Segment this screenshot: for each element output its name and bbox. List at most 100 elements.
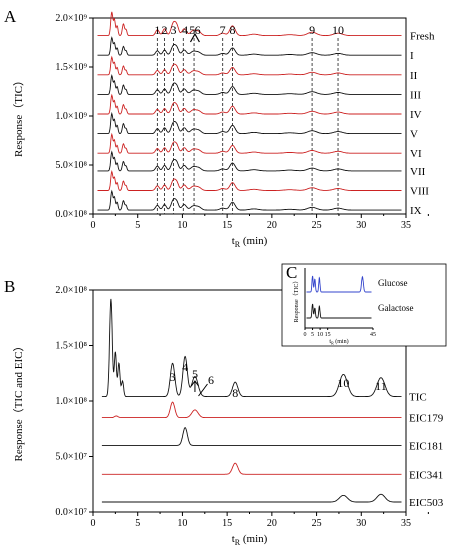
panel-a-peak-label: 1 <box>154 23 160 37</box>
panel-a-trace-iii <box>97 73 402 95</box>
panel-a-trace-iv <box>97 93 402 115</box>
panel-c-x-tick-label: 0 <box>304 332 307 338</box>
panel-b-peak-label: 11 <box>375 379 387 393</box>
panel-a-x-tick-label: 20 <box>267 220 277 231</box>
panel-b-trace-eic503 <box>101 493 402 503</box>
panel-a-series-label: III <box>410 89 421 101</box>
panel-b-trace-eic179 <box>101 401 402 419</box>
panel-a-peak-label: 2 <box>162 23 168 37</box>
panel-a-label: A <box>4 7 17 26</box>
panel-a-y-tick-label: 0.0×10⁸ <box>55 209 87 220</box>
panel-a-x-tick-label: 0 <box>91 220 96 231</box>
panel-a-peak-label: 3 <box>170 23 176 37</box>
panel-a-y-tick-label: 2.0×10⁹ <box>55 13 87 24</box>
panel-c-x-label: tR (min) <box>329 338 348 346</box>
panel-c-series-label: Glucose <box>378 278 408 288</box>
panel-a-series-label: IV <box>410 109 422 121</box>
panel-b-trace-eic341 <box>101 462 402 475</box>
panel-b-peak-label: 3 <box>170 370 176 384</box>
panel-a-trace-vi <box>97 132 402 154</box>
panel-a-series-label: IX <box>410 205 422 217</box>
panel-b-chart: 0 5 10 15 20 25 30 350.0×10⁷5.0×10⁷1.0×10⁸1.5×1… <box>12 285 444 547</box>
panel-b-x-tick-label: 30 <box>356 518 366 529</box>
panel-b-series-label: TIC <box>409 392 427 404</box>
panel-c-inset: C 0 5 10 15 45 tR (min) Response（TIC） Glucose Gal… <box>281 263 447 347</box>
panel-a-trace-i <box>97 36 402 56</box>
panel-a-arrow-icon <box>189 32 200 43</box>
panel-b-series-label: EIC179 <box>409 413 444 425</box>
panel-b-y-tick-label: 1.0×10⁸ <box>55 396 87 407</box>
panel-a-trace-ii <box>97 55 402 76</box>
panel-c-series-label: Galactose <box>378 303 413 313</box>
panel-b-y-tick-label: 5.0×10⁷ <box>55 452 87 463</box>
panel-a-x-tick-label: 5 <box>135 220 140 231</box>
panel-b-x-tick-label: 15 <box>222 518 232 529</box>
panel-b-peak-label: 5 <box>192 367 198 381</box>
panel-a-series-label: V <box>410 129 418 141</box>
panel-a-y-tick-label: 1.0×10⁹ <box>55 111 87 122</box>
panel-a-peak-label: 10 <box>332 23 344 37</box>
panel-b-peak-label: 10 <box>337 376 349 390</box>
panel-b-label: B <box>4 277 15 296</box>
panel-c-x-tick-label: 5 <box>311 332 314 338</box>
panel-a-trace-fresh <box>97 11 402 37</box>
panel-b-y-tick-label: 2.0×10⁸ <box>55 285 87 296</box>
panel-a-x-tick-label: 25 <box>312 220 322 231</box>
panel-a-trace-viii <box>97 169 402 191</box>
panel-a-series-label: VIII <box>410 185 429 197</box>
panel-b-y-label: Response（TIC and EIC） <box>12 341 25 462</box>
panel-a-series-label: VI <box>410 148 422 160</box>
panel-a-trace-ix <box>97 189 402 211</box>
panel-a-trace-v <box>97 111 402 135</box>
panel-b-trace-eic181 <box>101 427 402 446</box>
panel-b-trace-tic <box>101 298 402 398</box>
panel-b-y-tick-label: 0.0×10⁷ <box>55 507 87 518</box>
panel-a-x-tick-label: 35 <box>401 220 411 231</box>
panel-c-box <box>281 263 447 347</box>
panel-a-x-label: tR (min) <box>232 235 268 249</box>
panel-a-peak-label: 7 <box>220 23 226 37</box>
panel-a-x-tick-label: 15 <box>222 220 232 231</box>
panel-a-series-label: II <box>410 70 418 82</box>
panel-b-series-label: EIC341 <box>409 469 443 481</box>
panel-a-series-label: Fresh <box>410 31 435 43</box>
panel-a-x-tick-label: 10 <box>177 220 187 231</box>
panel-b-series-label: EIC181 <box>409 440 443 452</box>
panel-a-trace-vii <box>97 150 402 172</box>
panel-a-y-tick-label: 1.5×10⁹ <box>55 62 87 73</box>
panel-b-peak-label: 4 <box>182 360 188 374</box>
panel-a-peak-label: 6 <box>195 23 201 37</box>
panel-a-series-label: VII <box>410 166 426 178</box>
panel-b-arrow-icon <box>190 380 199 392</box>
panel-a-peak-label: 8 <box>230 23 236 37</box>
panel-a-chart: 0 5 10 15 20 25 30 350.0×10⁸5.0×10⁸1.0×10⁹1.5×1… <box>12 11 435 249</box>
panel-b-x-label: tR (min) <box>232 533 268 547</box>
panel-c-x-tick-label: 45 <box>370 332 376 338</box>
panel-a-peak-label: 9 <box>309 23 315 37</box>
panel-c-trace-glucose <box>306 275 372 293</box>
panel-c-trace-galactose <box>306 303 372 319</box>
panel-b-x-tick-label: 0 <box>91 518 96 529</box>
panel-a-y-tick-label: 5.0×10⁸ <box>55 160 87 171</box>
panel-b-x-tick-label: 35 <box>401 518 411 529</box>
panel-b-x-tick-label: 25 <box>312 518 322 529</box>
panel-b-y-tick-label: 1.5×10⁸ <box>55 341 87 352</box>
panel-b-series-label: EIC503 <box>409 497 444 509</box>
panel-a-y-label: Response（TIC） <box>12 75 25 157</box>
panel-c-x-tick-label: 10 <box>317 332 323 338</box>
panel-b-x-tick-label: 10 <box>177 518 187 529</box>
panel-a-x-tick-label: 30 <box>356 220 366 231</box>
panel-b-x-tick-label: 5 <box>135 518 140 529</box>
panel-b-arrow-icon <box>198 383 208 397</box>
panel-c-label: C <box>286 263 297 282</box>
panel-a-series-label: I <box>410 50 414 62</box>
panel-c-x-tick-label: 15 <box>325 332 331 338</box>
panel-b-peak-label: 8 <box>232 386 238 400</box>
panel-a-peak-label: 5 <box>189 23 195 37</box>
panel-a-peak-label: 4 <box>182 23 188 37</box>
panel-b-x-tick-label: 20 <box>267 518 277 529</box>
panel-b-peak-label: 6 <box>208 373 214 387</box>
panel-a-frame <box>92 17 407 215</box>
panel-c-y-label: Response（TIC） <box>293 278 300 323</box>
